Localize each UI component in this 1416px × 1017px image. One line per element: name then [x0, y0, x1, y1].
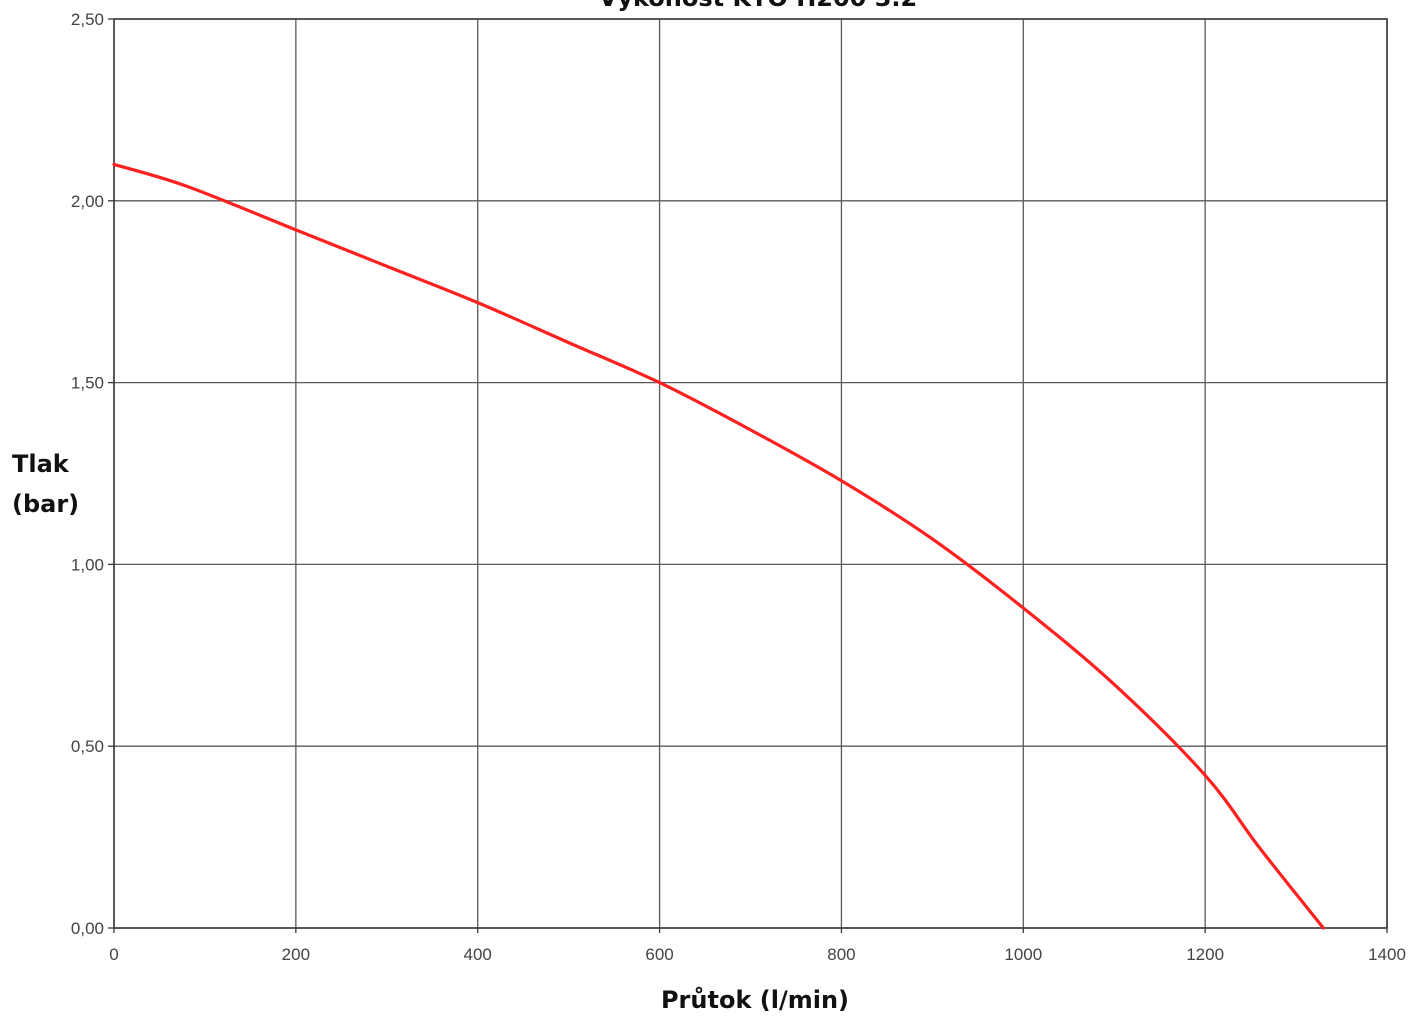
- y-axis-title: Tlak (bar): [12, 450, 79, 518]
- y-tick-label-2: 1,00: [71, 555, 104, 574]
- y-axis-title-line-2: (bar): [12, 490, 79, 518]
- y-tick-label-0: 0,00: [71, 919, 104, 938]
- x-tick-label-1: 200: [282, 945, 310, 964]
- y-tick-label-4: 2,00: [71, 192, 104, 211]
- x-tick-label-3: 600: [645, 945, 673, 964]
- y-axis-title-line-1: Tlak: [12, 450, 70, 478]
- x-tick-label-2: 400: [464, 945, 492, 964]
- y-tick-labels: 0,00 0,50 1,00 1,50 2,00 2,50: [71, 10, 104, 938]
- x-tick-label-6: 1200: [1186, 945, 1224, 964]
- x-tick-label-7: 1400: [1368, 945, 1406, 964]
- x-tick-labels: 0 200 400 600 800 1000 1200 1400: [109, 945, 1406, 964]
- y-tick-label-5: 2,50: [71, 10, 104, 29]
- chart-title: Výkonost KTO H200 3.2: [599, 0, 918, 12]
- x-tick-label-5: 1000: [1004, 945, 1042, 964]
- series-line-0: [112, 162, 1325, 930]
- plot-border: [113, 18, 1388, 929]
- y-tick-label-3: 1,50: [71, 374, 104, 393]
- plot-frame: [108, 18, 1388, 933]
- x-tick-label-4: 800: [827, 945, 855, 964]
- x-axis-title: Průtok (l/min): [661, 986, 849, 1014]
- x-tick-label-0: 0: [109, 945, 118, 964]
- series-layer: [112, 162, 1325, 930]
- y-tick-label-1: 0,50: [71, 737, 104, 756]
